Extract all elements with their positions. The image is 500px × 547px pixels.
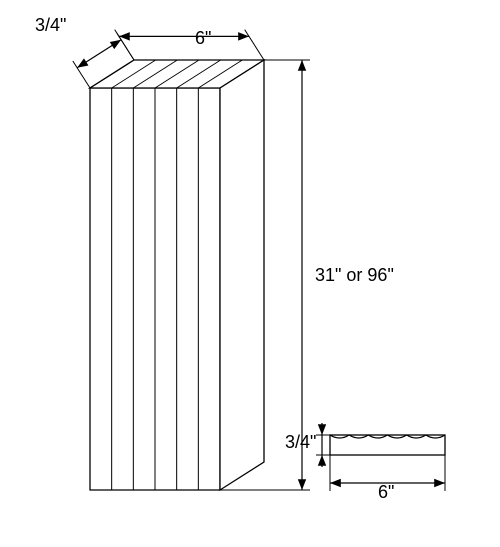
dim-profile-height: 3/4" — [285, 432, 316, 453]
dim-width-top: 6" — [195, 28, 211, 49]
dim-height-right: 31" or 96" — [315, 265, 394, 286]
dim-depth-top: 3/4" — [35, 15, 66, 36]
dim-profile-width: 6" — [378, 482, 394, 503]
dimension-drawing — [0, 0, 500, 547]
